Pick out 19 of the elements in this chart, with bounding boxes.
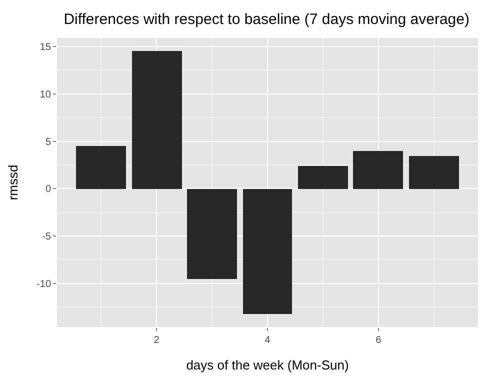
y-tick-label: 15	[40, 42, 52, 54]
x-axis-title: days of the week (Mon-Sun)	[186, 358, 349, 373]
y-axis-title: rmssd	[5, 164, 20, 200]
x-tick-label: 6	[376, 335, 382, 346]
bar	[243, 189, 292, 314]
y-tick-label: 0	[45, 184, 52, 196]
bar	[298, 166, 348, 189]
x-tick-label: 4	[264, 335, 271, 346]
chart-title: Differences with respect to baseline (7 days moving average)	[64, 10, 470, 28]
y-tick-label: -5	[42, 232, 52, 243]
bar	[353, 151, 403, 189]
bar	[409, 156, 459, 189]
y-tick-label: 5	[45, 136, 52, 148]
bar	[187, 189, 237, 279]
x-tick-label: 2	[154, 335, 160, 346]
y-tick-label: -10	[36, 278, 52, 290]
bar	[76, 146, 126, 189]
bar	[132, 51, 182, 189]
y-tick-label: 10	[40, 89, 52, 100]
